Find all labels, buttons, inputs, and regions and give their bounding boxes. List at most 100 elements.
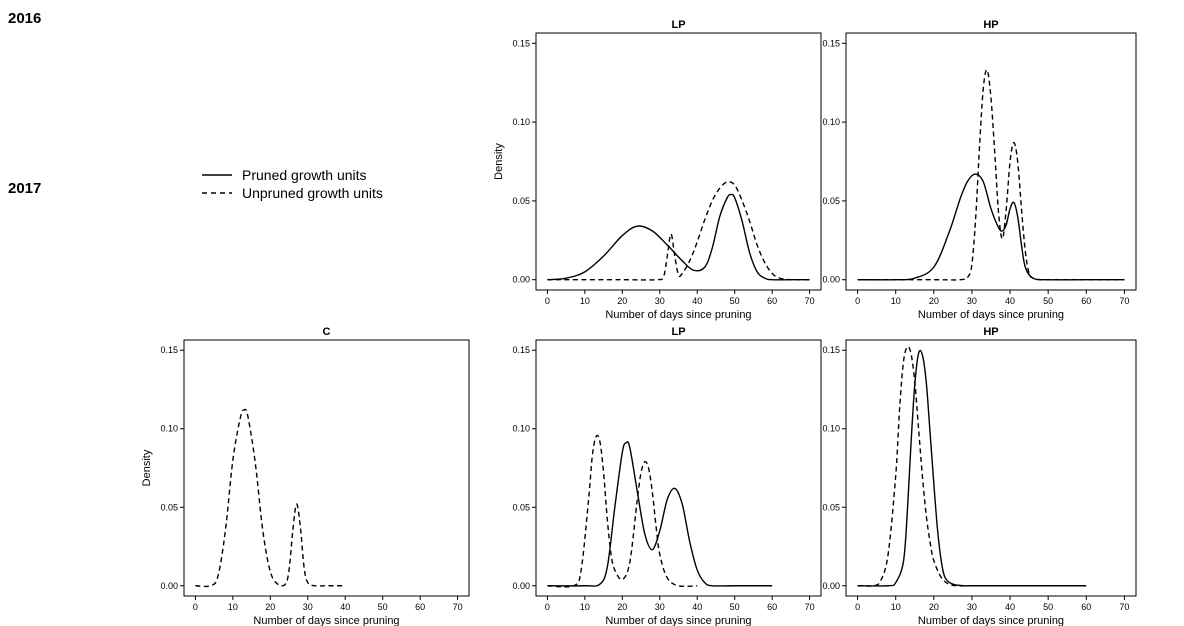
y-tick-label: 0.15 (822, 345, 840, 355)
y-tick-label: 0.00 (160, 581, 178, 591)
x-tick-label: 10 (580, 296, 590, 306)
y-tick-label: 0.15 (512, 38, 530, 48)
x-tick-label: 40 (1005, 602, 1015, 612)
legend-item-unpruned: Unpruned growth units (202, 184, 383, 202)
x-tick-label: 70 (453, 602, 463, 612)
y-tick-label: 0.15 (822, 38, 840, 48)
x-tick-label: 20 (929, 296, 939, 306)
chart-2016-hp: HP 0 10 20 30 40 50 60 70 0.00 0.05 0.10 0.15 Number … (822, 19, 1137, 321)
x-tick-label: 10 (891, 602, 901, 612)
plot-frame (845, 32, 1137, 291)
chart-2017-hp: HP 0 10 20 30 40 50 60 70 0.00 0.05 0.10 0.15 Number … (822, 326, 1137, 626)
x-tick-label: 60 (767, 296, 777, 306)
x-tick-label: 0 (545, 296, 550, 306)
panel-title: HP (983, 326, 998, 338)
x-tick-label: 10 (228, 602, 238, 612)
y-tick-label: 0.15 (160, 345, 178, 355)
x-tick-label: 30 (303, 602, 313, 612)
pruned-density-line (547, 193, 810, 281)
x-tick-label: 60 (1081, 602, 1091, 612)
legend-item-pruned: Pruned growth units (202, 166, 383, 184)
x-tick-label: 60 (1081, 296, 1091, 306)
x-tick-label: 70 (805, 602, 815, 612)
panel-title: LP (671, 19, 685, 31)
plot-frame (183, 339, 470, 597)
y-tick-label: 0.05 (512, 502, 530, 512)
x-tick-label: 40 (692, 296, 702, 306)
unpruned-density-line (195, 408, 346, 588)
x-tick-label: 70 (1119, 602, 1129, 612)
x-tick-label: 40 (692, 602, 702, 612)
y-tick-label: 0.00 (512, 275, 530, 285)
unpruned-density-line (547, 434, 698, 588)
x-tick-label: 30 (967, 602, 977, 612)
x-tick-label: 0 (193, 602, 198, 612)
x-axis-label: Number of days since pruning (918, 309, 1064, 321)
solid-line-icon (202, 174, 232, 176)
x-tick-label: 20 (929, 602, 939, 612)
x-axis-label: Number of days since pruning (605, 309, 751, 321)
x-tick-label: 50 (378, 602, 388, 612)
plot-frame (845, 339, 1137, 597)
y-tick-label: 0.00 (822, 275, 840, 285)
x-tick-label: 30 (655, 296, 665, 306)
chart-2016-lp: LP 0 10 20 30 40 50 60 70 0.00 0.05 0.10 0.15 Number … (493, 19, 822, 321)
x-tick-label: 20 (617, 296, 627, 306)
chart-2017-lp: LP 0 10 20 30 40 50 60 70 0.00 0.05 0.10 0.15 Number … (512, 326, 822, 626)
plot-frame (535, 32, 822, 291)
x-tick-label: 50 (730, 602, 740, 612)
x-tick-label: 20 (265, 602, 275, 612)
legend-label-pruned: Pruned growth units (242, 167, 367, 183)
panel-title: C (323, 326, 331, 338)
x-tick-label: 30 (655, 602, 665, 612)
legend: Pruned growth units Unpruned growth unit… (202, 166, 383, 202)
unpruned-density-line (857, 69, 1125, 281)
y-tick-label: 0.05 (160, 502, 178, 512)
x-tick-label: 60 (767, 602, 777, 612)
x-tick-label: 40 (1005, 296, 1015, 306)
y-axis-label: Density (493, 143, 505, 180)
y-tick-label: 0.10 (822, 117, 840, 127)
year-label-2016: 2016 (8, 10, 42, 27)
unpruned-density-line (547, 181, 810, 281)
plot-frame (535, 339, 822, 597)
y-tick-label: 0.00 (512, 581, 530, 591)
x-tick-label: 10 (580, 602, 590, 612)
pruned-density-line (547, 441, 773, 587)
x-tick-label: 0 (855, 602, 860, 612)
x-tick-label: 40 (340, 602, 350, 612)
y-tick-label: 0.10 (512, 117, 530, 127)
x-axis-label: Number of days since pruning (605, 615, 751, 626)
y-axis-label: Density (141, 449, 153, 486)
y-tick-label: 0.10 (512, 424, 530, 434)
x-axis-label: Number of days since pruning (253, 615, 399, 626)
x-tick-label: 70 (805, 296, 815, 306)
panel-title: LP (671, 326, 685, 338)
x-tick-label: 50 (1043, 296, 1053, 306)
legend-label-unpruned: Unpruned growth units (242, 185, 383, 201)
year-label-2017: 2017 (8, 180, 42, 197)
y-tick-label: 0.05 (822, 502, 840, 512)
x-tick-label: 10 (891, 296, 901, 306)
pruned-density-line (857, 349, 1087, 587)
y-tick-label: 0.10 (160, 424, 178, 434)
y-tick-label: 0.10 (822, 424, 840, 434)
x-tick-label: 20 (617, 602, 627, 612)
panel-title: HP (983, 19, 998, 31)
x-tick-label: 0 (545, 602, 550, 612)
y-tick-label: 0.00 (822, 581, 840, 591)
pruned-density-line (857, 173, 1125, 281)
x-tick-label: 30 (967, 296, 977, 306)
dashed-line-icon (202, 192, 232, 194)
x-tick-label: 50 (730, 296, 740, 306)
y-tick-label: 0.15 (512, 345, 530, 355)
x-axis-label: Number of days since pruning (918, 615, 1064, 626)
x-tick-label: 60 (415, 602, 425, 612)
x-tick-label: 70 (1119, 296, 1129, 306)
y-tick-label: 0.05 (822, 196, 840, 206)
y-tick-label: 0.05 (512, 196, 530, 206)
unpruned-density-line (857, 345, 1011, 587)
x-tick-label: 50 (1043, 602, 1053, 612)
chart-2017-c: C 0 10 20 30 40 50 60 70 0.00 0.05 0.10 0.15 Number o… (141, 326, 470, 626)
x-tick-label: 0 (855, 296, 860, 306)
